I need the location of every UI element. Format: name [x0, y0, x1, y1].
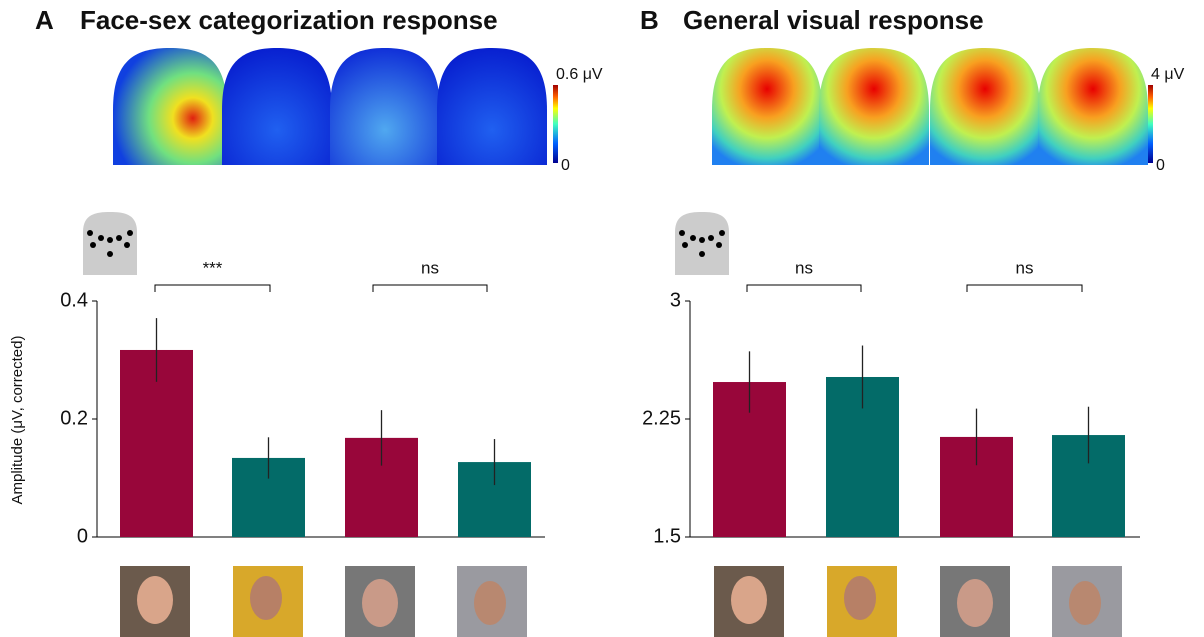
- colorbar-min-label: 0: [561, 157, 570, 174]
- y-tick-label: 0.4: [60, 289, 88, 311]
- electrode-icon: [83, 212, 729, 275]
- colorbar-max-label: 4 μV: [1151, 66, 1185, 83]
- y-axis-label: Amplitude (μV, corrected): [9, 336, 26, 505]
- topographies: [113, 48, 1153, 165]
- y-tick-label: 2.25: [642, 407, 681, 429]
- chart-title: Face-sex categorization response: [80, 5, 498, 35]
- stimulus-photos: [120, 566, 1122, 637]
- significance-label: ***: [203, 258, 223, 277]
- chart-title: General visual response: [683, 5, 984, 35]
- y-tick-label: 0: [77, 525, 88, 547]
- panel-label: B: [640, 5, 659, 35]
- colorbar-min-label: 0: [1156, 157, 1165, 174]
- significance-label: ns: [795, 258, 813, 277]
- significance-bracket: [372, 284, 488, 292]
- significance-bracket: [966, 284, 1083, 292]
- y-tick-label: 3: [670, 289, 681, 311]
- significance-label: ns: [1016, 258, 1034, 277]
- significance-bracket: [154, 284, 271, 292]
- y-tick-label: 0.2: [60, 407, 88, 429]
- significance-bracket: [746, 284, 862, 292]
- colorbar-max-label: 0.6 μV: [556, 66, 603, 83]
- significance-label: ns: [421, 258, 439, 277]
- panel-label: A: [35, 5, 54, 35]
- y-tick-label: 1.5: [653, 525, 681, 547]
